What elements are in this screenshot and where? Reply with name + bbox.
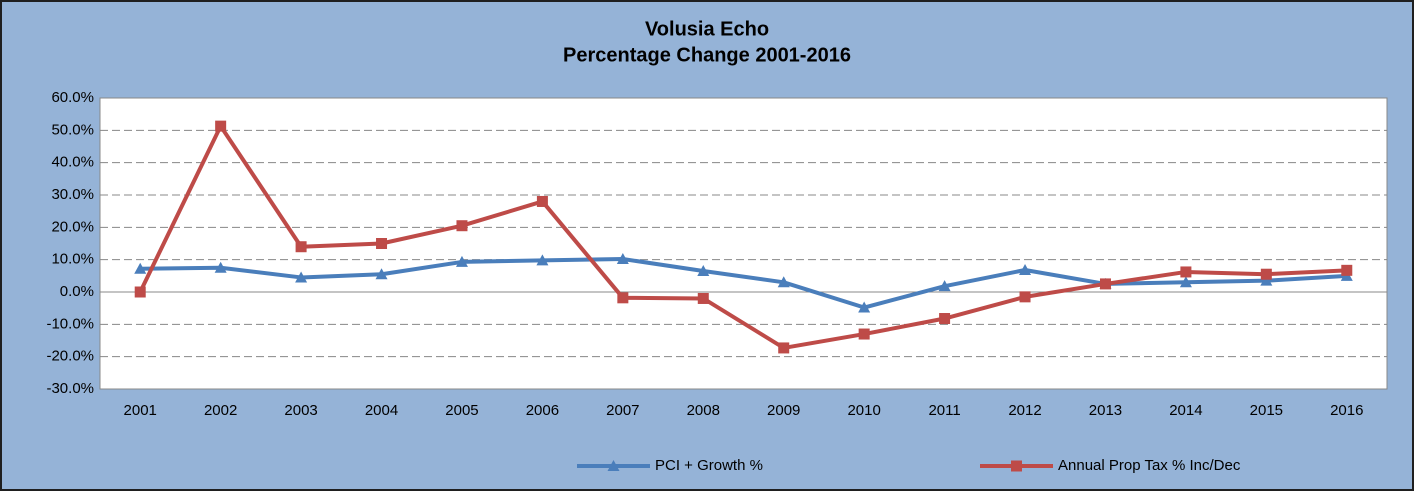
y-tick-label: -10.0% [46, 315, 94, 332]
plot-area [99, 97, 1388, 390]
x-tick-label: 2009 [767, 402, 800, 419]
legend-label: Annual Prop Tax % Inc/Dec [1058, 457, 1241, 474]
y-tick-label: 0.0% [60, 283, 94, 300]
data-point [1341, 264, 1353, 276]
x-tick-label: 2012 [1008, 402, 1041, 419]
data-point [1099, 278, 1111, 290]
x-tick-label: 2006 [526, 402, 559, 419]
data-point [134, 262, 147, 274]
data-point [1260, 268, 1272, 280]
data-point [295, 271, 308, 283]
data-point [536, 254, 549, 266]
x-tick-label: 2014 [1169, 402, 1202, 419]
data-point [1019, 291, 1031, 303]
x-tick-label: 2010 [847, 402, 880, 419]
data-point [616, 253, 629, 265]
data-point [375, 268, 388, 280]
data-point [938, 280, 951, 292]
x-tick-label: 2008 [687, 402, 720, 419]
data-point [214, 261, 227, 273]
chart-subtitle: Percentage Change 2001-2016 [563, 44, 851, 66]
data-point [858, 328, 870, 340]
legend-label: PCI + Growth % [655, 457, 763, 474]
y-tick-label: 60.0% [51, 89, 94, 106]
data-point [778, 342, 790, 354]
x-tick-label: 2005 [445, 402, 478, 419]
y-tick-label: 10.0% [51, 251, 94, 268]
series-line [140, 257, 1347, 310]
x-tick-label: 2015 [1250, 402, 1283, 419]
y-tick-label: -30.0% [46, 380, 94, 397]
data-point [536, 195, 548, 207]
data-point [939, 313, 951, 325]
y-tick-label: 40.0% [51, 154, 94, 171]
chart-title: Volusia Echo [645, 18, 769, 40]
x-tick-label: 2002 [204, 402, 237, 419]
y-tick-label: 30.0% [51, 186, 94, 203]
data-point [295, 241, 307, 253]
data-point [858, 301, 871, 313]
data-point [1180, 266, 1192, 278]
data-point [777, 276, 790, 288]
legend-marker [1011, 460, 1022, 472]
data-point [455, 255, 468, 267]
data-point [134, 286, 146, 298]
y-tick-label: 50.0% [51, 121, 94, 138]
data-point [697, 264, 710, 276]
data-point [1179, 276, 1192, 288]
data-point [376, 238, 388, 249]
data-point [1019, 264, 1032, 276]
y-tick-label: 20.0% [51, 218, 94, 235]
y-tick-label: -20.0% [46, 348, 94, 365]
data-point [617, 292, 629, 304]
data-point [697, 292, 709, 304]
series-line [138, 124, 1347, 350]
x-tick-label: 2016 [1330, 402, 1363, 419]
legend-marker [607, 460, 620, 471]
x-tick-label: 2004 [365, 402, 398, 419]
x-tick-label: 2011 [928, 402, 960, 419]
x-tick-label: 2013 [1089, 402, 1122, 419]
data-point [456, 220, 468, 232]
data-point [215, 120, 227, 132]
x-tick-label: 2003 [284, 402, 317, 419]
x-tick-label: 2007 [606, 402, 639, 419]
data-point [1260, 274, 1273, 286]
x-tick-label: 2001 [124, 402, 157, 419]
